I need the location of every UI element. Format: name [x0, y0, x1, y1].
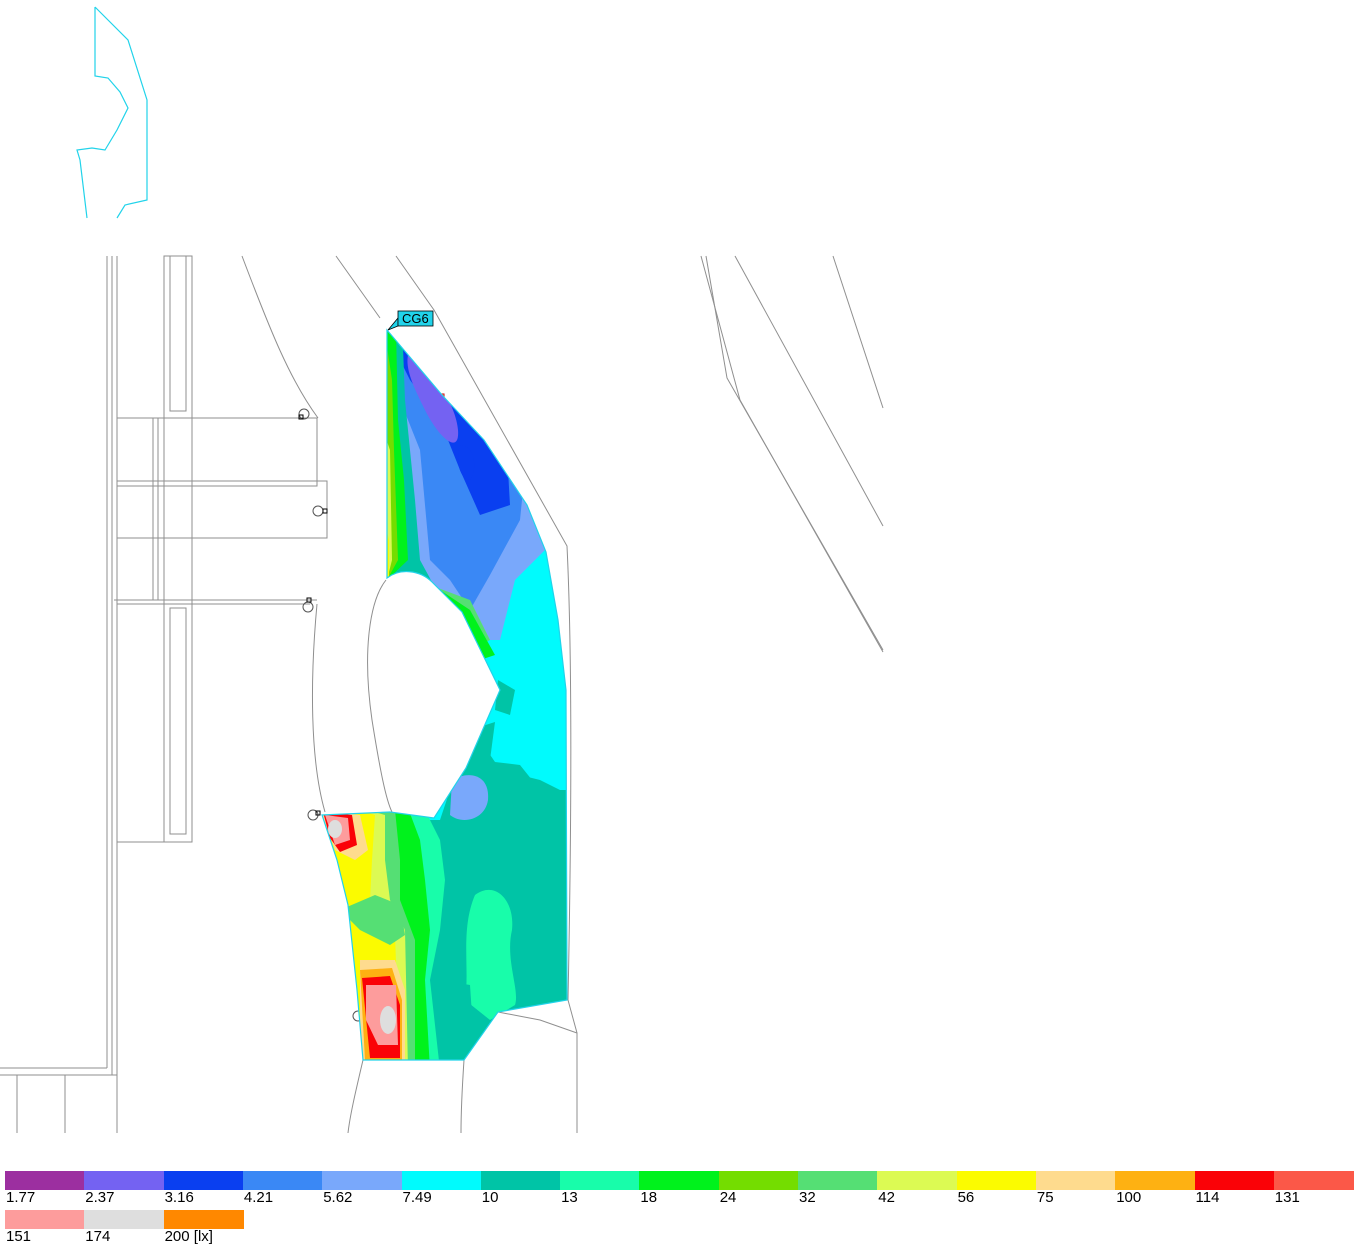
area-callout-box: [397, 310, 434, 327]
calculation-grid-outline: [321, 328, 568, 1061]
illuminance-contours: [322, 330, 567, 1060]
area-label: CG6: [402, 311, 429, 326]
keyplan-outline: [76, 6, 148, 219]
area-callout-pointer: [387, 316, 399, 331]
building-lines: [0, 255, 884, 1134]
